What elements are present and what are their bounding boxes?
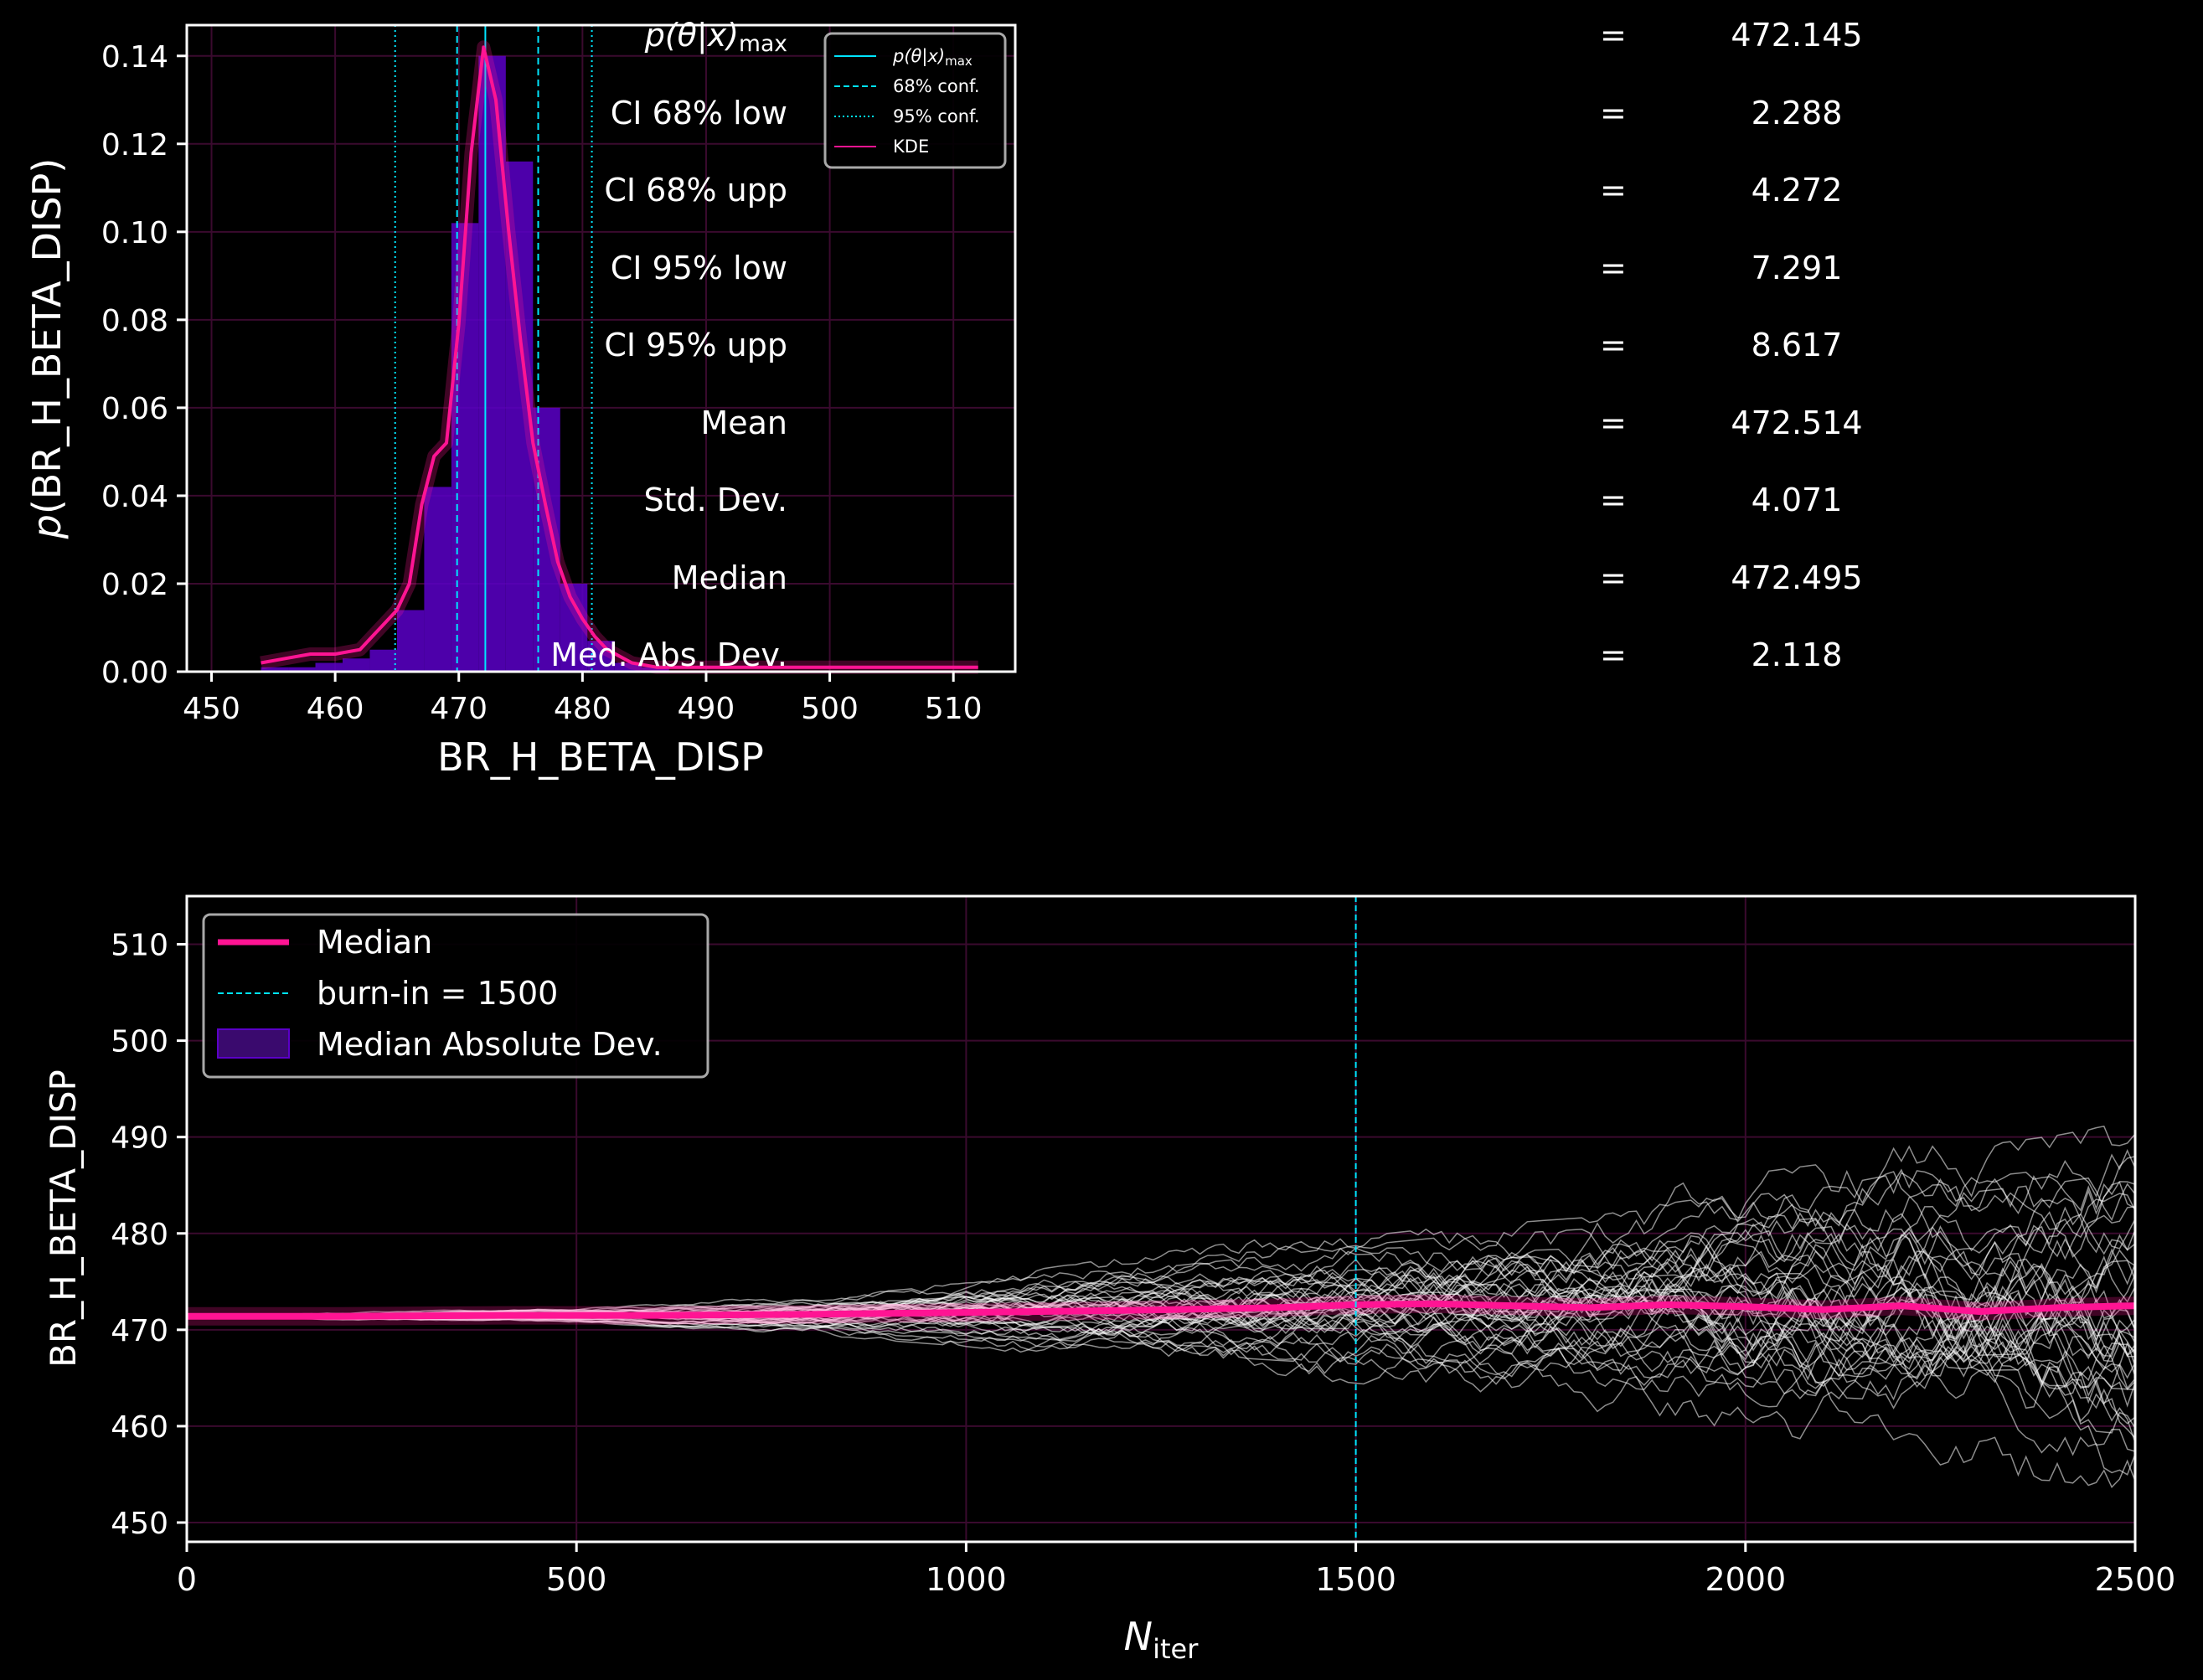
stat-label: CI 95% low <box>610 249 787 286</box>
y-tick-label: 0.14 <box>101 40 168 75</box>
x-tick-label: 500 <box>801 692 859 726</box>
histogram-bar <box>369 649 397 672</box>
stat-value: 472.514 <box>1731 404 1863 441</box>
histogram-bar <box>396 610 425 672</box>
stat-value: 2.288 <box>1751 94 1843 131</box>
histogram-bar <box>315 662 343 672</box>
chain-trace <box>186 1274 2136 1321</box>
y-tick-label: 470 <box>111 1314 168 1348</box>
stat-value: 472.495 <box>1731 559 1863 596</box>
legend-burnin-label: burn-in = 1500 <box>317 975 558 1012</box>
y-tick-label: 460 <box>111 1410 168 1445</box>
histogram-bars <box>261 55 669 672</box>
x-tick-label: 0 <box>177 1561 197 1598</box>
stat-equals: = <box>1600 94 1627 131</box>
stat-equals: = <box>1600 172 1627 209</box>
x-tick-label: 510 <box>925 692 983 726</box>
stat-label: Med. Abs. Dev. <box>550 636 787 673</box>
x-tick-label: 480 <box>554 692 611 726</box>
stat-value: 8.617 <box>1751 327 1843 363</box>
histogram-y-axis-label: p(BR_H_BETA_DISP) <box>24 158 70 540</box>
stat-value: 472.145 <box>1731 17 1863 54</box>
x-tick-label: 500 <box>546 1561 607 1598</box>
y-tick-label: 450 <box>111 1507 168 1541</box>
legend-ci68-label: 68% conf. <box>893 76 980 96</box>
histogram-bar <box>261 667 289 672</box>
legend-ci95-label: 95% conf. <box>893 106 980 126</box>
posterior-histogram-chart: 450 460 470 480 490 500 510 0.00 0.02 0.04 0.06 0.0… <box>24 23 1017 780</box>
legend-pmax-label: p(θ|x)max <box>892 46 973 69</box>
chain-trace <box>186 1267 2136 1425</box>
y-tick-label: 0.12 <box>101 128 168 162</box>
x-tick-label: 490 <box>678 692 735 726</box>
stat-equals: = <box>1600 17 1627 54</box>
histogram-bar <box>342 658 370 672</box>
stat-value: 2.118 <box>1751 636 1843 673</box>
kde-line <box>261 45 978 669</box>
histogram-bar <box>424 487 451 672</box>
stat-value: 7.291 <box>1751 249 1843 286</box>
trace-legend: Median burn-in = 1500 Median Absolute De… <box>202 913 709 1079</box>
y-tick-label: 0.04 <box>101 480 168 514</box>
y-tick-label: 480 <box>111 1218 168 1252</box>
histogram-bar <box>614 662 642 672</box>
stat-label: Std. Dev. <box>643 482 787 518</box>
stat-equals: = <box>1600 482 1627 518</box>
x-tick-label: 1000 <box>926 1561 1007 1598</box>
y-tick-label: 500 <box>111 1025 168 1059</box>
y-tick-label: 0.02 <box>101 568 168 602</box>
x-tick-label: 470 <box>430 692 488 726</box>
stat-label: CI 68% upp <box>604 172 787 209</box>
median-trace <box>187 1300 2136 1320</box>
y-tick-label: 510 <box>111 929 168 963</box>
x-tick-label: 1500 <box>1315 1561 1396 1598</box>
chain-trace <box>186 1125 2136 1317</box>
stat-equals: = <box>1600 559 1627 596</box>
chain-trace <box>186 1181 2136 1317</box>
trace-grid <box>186 896 2136 1542</box>
stat-label: CI 68% low <box>610 94 787 131</box>
histogram-x-axis-label: BR_H_BETA_DISP <box>437 734 764 780</box>
x-tick-label: 2000 <box>1705 1561 1786 1598</box>
trace-x-axis-label: Niter <box>1124 1614 1200 1665</box>
histogram-bar <box>451 223 479 672</box>
stat-value: 4.071 <box>1751 482 1843 518</box>
stat-label: p(θ|x)max <box>644 17 787 57</box>
y-tick-label: 0.06 <box>101 392 168 426</box>
legend-mad-label: Median Absolute Dev. <box>317 1026 663 1063</box>
kde-curve <box>260 40 978 674</box>
histogram-bar <box>560 583 588 672</box>
stat-equals: = <box>1600 404 1627 441</box>
histogram-bar <box>587 641 615 672</box>
histogram-frame <box>185 23 1017 673</box>
median-line <box>187 1294 2136 1326</box>
stat-label: CI 95% upp <box>604 327 787 363</box>
stat-label: Mean <box>700 404 787 441</box>
trace-frame <box>185 894 2137 1543</box>
stat-equals: = <box>1600 249 1627 286</box>
chain-trace <box>186 1198 2136 1348</box>
histogram-bar <box>642 667 669 672</box>
y-tick-label: 0.00 <box>101 656 168 690</box>
stat-equals: = <box>1600 327 1627 363</box>
confidence-lines <box>394 25 593 672</box>
histogram-bar <box>288 667 316 672</box>
x-tick-label: 450 <box>183 692 240 726</box>
trace-y-axis-label: BR_H_BETA_DISP <box>43 1069 84 1368</box>
x-tick-label: 460 <box>307 692 364 726</box>
x-tick-label: 2500 <box>2095 1561 2176 1598</box>
histogram-ticks: 450 460 470 480 490 500 510 0.00 0.02 0.04 0.06 0.0… <box>101 40 983 726</box>
stat-value: 4.272 <box>1751 172 1843 209</box>
y-tick-label: 490 <box>111 1121 168 1156</box>
legend-kde-label: KDE <box>893 137 929 157</box>
legend-median-label: Median <box>317 924 432 961</box>
stat-label: Median <box>671 559 787 596</box>
y-tick-label: 0.08 <box>101 304 168 338</box>
trace-ticks: 0 500 1000 1500 2000 2500 450 460 470 480 490 500 51… <box>111 929 2175 1598</box>
histogram-legend: p(θ|x)max 68% conf. 95% conf. KDE <box>823 32 1007 169</box>
chain-trace-chart: 0 500 1000 1500 2000 2500 450 460 470 480 490 500 51… <box>43 894 2175 1665</box>
y-tick-label: 0.10 <box>101 216 168 250</box>
stat-equals: = <box>1600 636 1627 673</box>
